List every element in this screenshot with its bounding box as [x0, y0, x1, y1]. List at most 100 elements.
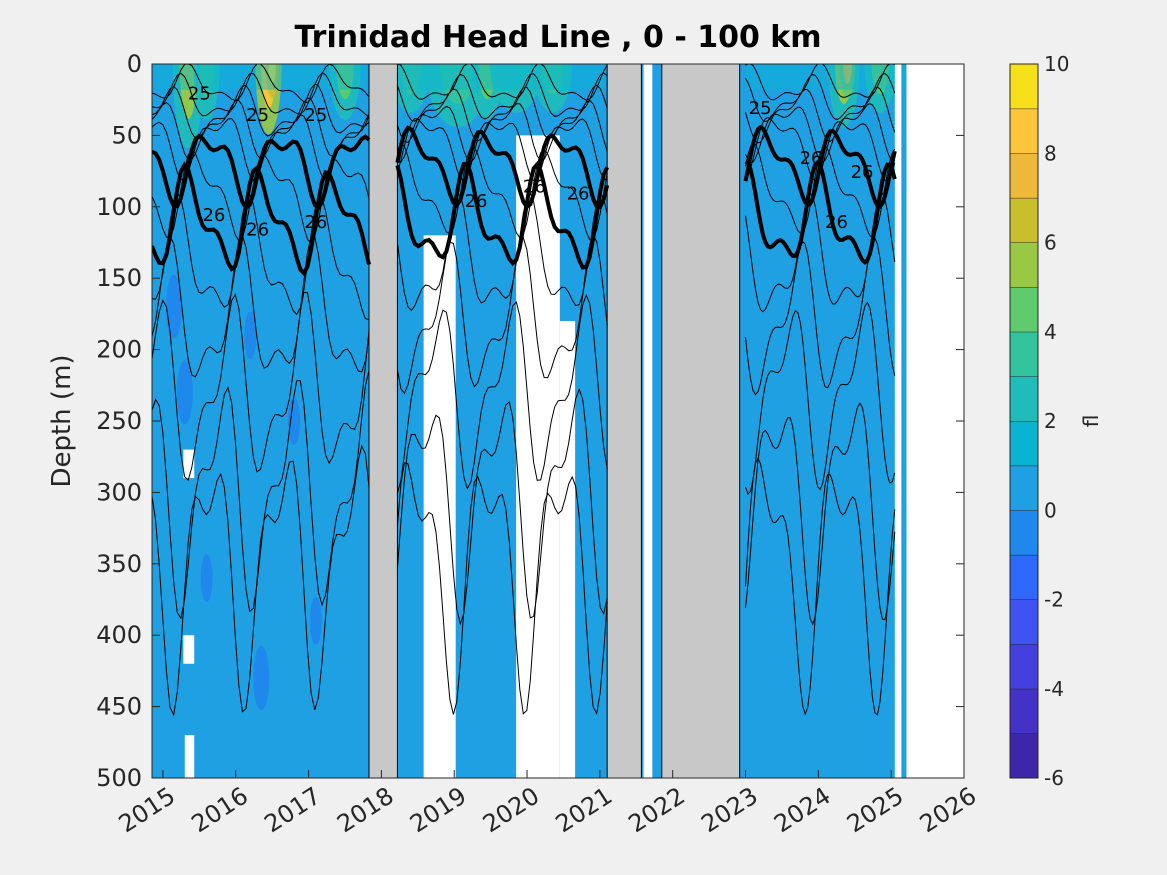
isopycnal: [745, 457, 896, 716]
colorbar: 10 8 6 4 2 0 -2 -4 -6: [1009, 52, 1069, 790]
isopycnal: [152, 444, 370, 717]
isopycnal: [396, 117, 608, 182]
colorbar-tick-label: 8: [1044, 141, 1057, 165]
low-patch: [244, 311, 257, 360]
bloom-core: [843, 64, 852, 84]
x-tick-label: 2022: [623, 782, 689, 839]
isopycnal: [396, 72, 608, 122]
contour-label: 26: [304, 212, 327, 233]
gap-period: [661, 64, 741, 778]
isopycnal: [745, 237, 896, 396]
isopycnal: [745, 73, 896, 123]
y-axis: 0 50 100 150 200 250 300 350 400 450 500: [96, 50, 964, 792]
gap-period: [368, 64, 398, 778]
isopycnal: [396, 387, 608, 626]
no-data: [516, 135, 560, 778]
colorbar-tick-label: -4: [1044, 677, 1064, 701]
gap-periods: [368, 64, 741, 778]
no-data: [183, 635, 195, 664]
colorbar-frame: [1009, 63, 1039, 779]
y-axis-label: Depth (m): [47, 354, 77, 487]
contour-label: 26: [465, 191, 488, 212]
bloom-core: [336, 64, 354, 99]
colorbar-swatch: [1010, 287, 1038, 332]
x-tick-label: 2025: [842, 782, 908, 839]
surface-band: [399, 64, 604, 90]
isopycnal: [152, 234, 370, 378]
colorbar-swatch: [1010, 510, 1038, 555]
colorbar-swatch: [1010, 421, 1038, 466]
y-tick-label: 350: [96, 550, 142, 578]
colorbar-swatch: [1010, 644, 1038, 689]
colorbar-tick-label: 10: [1044, 52, 1069, 76]
colorbar-tick-label: -2: [1044, 588, 1064, 612]
bloom-core: [199, 64, 214, 99]
isopycnal: [396, 293, 608, 494]
x-tick-label: 2018: [332, 782, 398, 839]
colorbar-swatch: [1010, 331, 1038, 377]
colorbar-swatch: [1010, 599, 1038, 645]
low-patch: [165, 274, 182, 339]
y-tick-label: 400: [96, 621, 142, 649]
no-data: [894, 64, 902, 778]
no-data: [423, 235, 456, 778]
isopycnal: [152, 72, 370, 118]
isopycnal-26: [395, 125, 610, 210]
no-data: [184, 735, 195, 778]
contour-label: 26: [825, 212, 848, 233]
x-tick-label: 2019: [405, 782, 471, 839]
colorbar-swatch: [1010, 554, 1038, 600]
gap-period: [606, 64, 642, 778]
contour-label: 25: [749, 98, 772, 119]
y-tick-label: 450: [96, 693, 142, 721]
x-tick-label: 2021: [551, 782, 617, 839]
surface-fluorescence-patches: [155, 64, 906, 149]
isopycnal: [397, 99, 608, 163]
low-patch: [253, 646, 270, 711]
y-tick-label: 250: [96, 407, 142, 435]
no-data: [183, 449, 195, 479]
colorbar-swatch: [1010, 242, 1038, 288]
isopycnal: [745, 301, 896, 496]
isopycnal: [396, 234, 608, 395]
isopycnal: [745, 86, 896, 144]
plot-area: 25 26 26 25 25 26 26 26 26 25 26 26 26: [152, 64, 964, 778]
y-tick-label: 200: [96, 336, 142, 364]
colorbar-swatch: [1010, 376, 1038, 421]
y-tick-label: 150: [96, 264, 142, 292]
no-data: [643, 64, 653, 778]
x-tick-label: 2020: [478, 782, 544, 839]
contour-label: 26: [851, 162, 874, 183]
colorbar-swatch: [1010, 733, 1038, 778]
no-data: [559, 321, 576, 778]
low-patch: [288, 397, 301, 445]
x-tick-label: 2026: [915, 782, 981, 839]
x-tick-label: 2017: [259, 782, 325, 839]
chart-title: Trinidad Head Line , 0 - 100 km: [294, 20, 821, 55]
isopycnal: [396, 84, 608, 143]
isopycnal-26: [152, 161, 371, 277]
colorbar-label: fl: [1079, 415, 1103, 428]
low-patch: [176, 360, 193, 425]
no-data-regions: [183, 64, 964, 778]
isopycnal: [152, 191, 370, 320]
colorbar-swatch: [1010, 197, 1038, 243]
x-tick-label: 2016: [187, 782, 253, 839]
y-tick-label: 500: [96, 764, 142, 792]
contour-label: 25: [188, 84, 211, 105]
colorbar-swatch: [1010, 64, 1038, 109]
isopycnal: [396, 462, 608, 716]
density-contours: [152, 64, 897, 717]
low-fluorescence-patches: [165, 274, 322, 711]
bloom-core: [179, 64, 198, 119]
isopycnal: [397, 64, 608, 101]
isopycnal: [152, 370, 370, 620]
isopycnal: [396, 192, 608, 312]
y-tick-label: 100: [96, 193, 142, 221]
isopycnal: [152, 83, 370, 139]
x-tick-label: 2023: [696, 782, 762, 839]
colorbar-tick-label: 4: [1044, 320, 1057, 344]
contour-label: 25: [246, 105, 269, 126]
isopycnal: [152, 64, 370, 103]
y-tick-label: 0: [127, 50, 142, 78]
